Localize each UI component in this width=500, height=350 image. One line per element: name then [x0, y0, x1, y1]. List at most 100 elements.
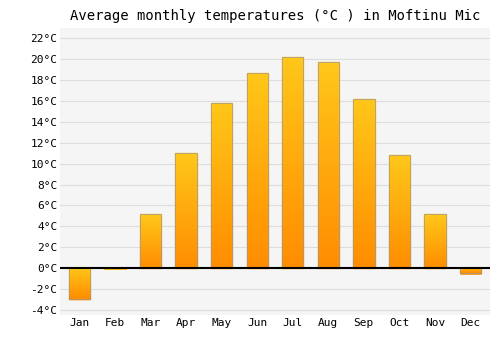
- Bar: [69, 277, 90, 278]
- Bar: [69, 274, 90, 275]
- Bar: [282, 62, 304, 66]
- Bar: [246, 174, 268, 178]
- Bar: [176, 158, 197, 160]
- Bar: [246, 264, 268, 268]
- Bar: [282, 243, 304, 247]
- Bar: [211, 156, 233, 159]
- Bar: [176, 176, 197, 178]
- Bar: [211, 153, 233, 156]
- Bar: [424, 265, 446, 266]
- Bar: [211, 255, 233, 258]
- Bar: [211, 261, 233, 265]
- Bar: [69, 272, 90, 273]
- Bar: [140, 266, 162, 267]
- Bar: [353, 106, 374, 109]
- Bar: [211, 196, 233, 199]
- Bar: [282, 137, 304, 141]
- Bar: [318, 231, 339, 235]
- Bar: [69, 275, 90, 276]
- Bar: [282, 238, 304, 243]
- Bar: [69, 270, 90, 271]
- Bar: [176, 153, 197, 155]
- Bar: [318, 223, 339, 227]
- Bar: [176, 160, 197, 162]
- Bar: [211, 182, 233, 186]
- Bar: [353, 214, 374, 217]
- Bar: [211, 149, 233, 153]
- Bar: [176, 162, 197, 165]
- Bar: [246, 104, 268, 108]
- Bar: [318, 124, 339, 128]
- Bar: [246, 139, 268, 143]
- Bar: [353, 146, 374, 150]
- Bar: [140, 261, 162, 262]
- Bar: [388, 216, 410, 218]
- Bar: [140, 244, 162, 245]
- Bar: [318, 215, 339, 219]
- Bar: [424, 225, 446, 226]
- Bar: [282, 213, 304, 217]
- Bar: [318, 112, 339, 116]
- Bar: [353, 183, 374, 187]
- Bar: [318, 153, 339, 157]
- Bar: [318, 136, 339, 141]
- Bar: [211, 235, 233, 238]
- Bar: [176, 192, 197, 195]
- Bar: [246, 89, 268, 92]
- Bar: [246, 131, 268, 135]
- Bar: [211, 186, 233, 189]
- Bar: [318, 186, 339, 190]
- Bar: [176, 155, 197, 158]
- Bar: [69, 273, 90, 274]
- Bar: [176, 172, 197, 174]
- Bar: [424, 247, 446, 248]
- Bar: [282, 201, 304, 205]
- Bar: [353, 194, 374, 197]
- Bar: [282, 66, 304, 70]
- Bar: [388, 169, 410, 171]
- Bar: [140, 267, 162, 268]
- Bar: [211, 179, 233, 182]
- Bar: [211, 238, 233, 242]
- Bar: [424, 244, 446, 245]
- Bar: [318, 260, 339, 264]
- Bar: [176, 240, 197, 243]
- Bar: [424, 214, 446, 268]
- Bar: [246, 170, 268, 174]
- Bar: [69, 289, 90, 290]
- Bar: [424, 256, 446, 257]
- Bar: [388, 259, 410, 261]
- Bar: [282, 247, 304, 251]
- Bar: [246, 73, 268, 77]
- Bar: [318, 194, 339, 198]
- Bar: [388, 180, 410, 182]
- Bar: [140, 250, 162, 251]
- Bar: [353, 143, 374, 146]
- Bar: [388, 221, 410, 223]
- Bar: [246, 147, 268, 151]
- Bar: [424, 234, 446, 236]
- Bar: [211, 225, 233, 229]
- Bar: [211, 146, 233, 149]
- Bar: [69, 298, 90, 299]
- Bar: [246, 112, 268, 116]
- Bar: [176, 178, 197, 181]
- Bar: [353, 170, 374, 173]
- Bar: [318, 169, 339, 174]
- Bar: [282, 171, 304, 175]
- Bar: [246, 127, 268, 131]
- Bar: [353, 224, 374, 228]
- Bar: [282, 260, 304, 264]
- Bar: [211, 232, 233, 235]
- Bar: [211, 103, 233, 106]
- Bar: [353, 163, 374, 167]
- Bar: [282, 209, 304, 213]
- Bar: [69, 285, 90, 286]
- Bar: [318, 239, 339, 243]
- Bar: [140, 258, 162, 259]
- Bar: [211, 123, 233, 126]
- Bar: [176, 199, 197, 202]
- Bar: [353, 126, 374, 130]
- Bar: [353, 221, 374, 224]
- Bar: [318, 177, 339, 182]
